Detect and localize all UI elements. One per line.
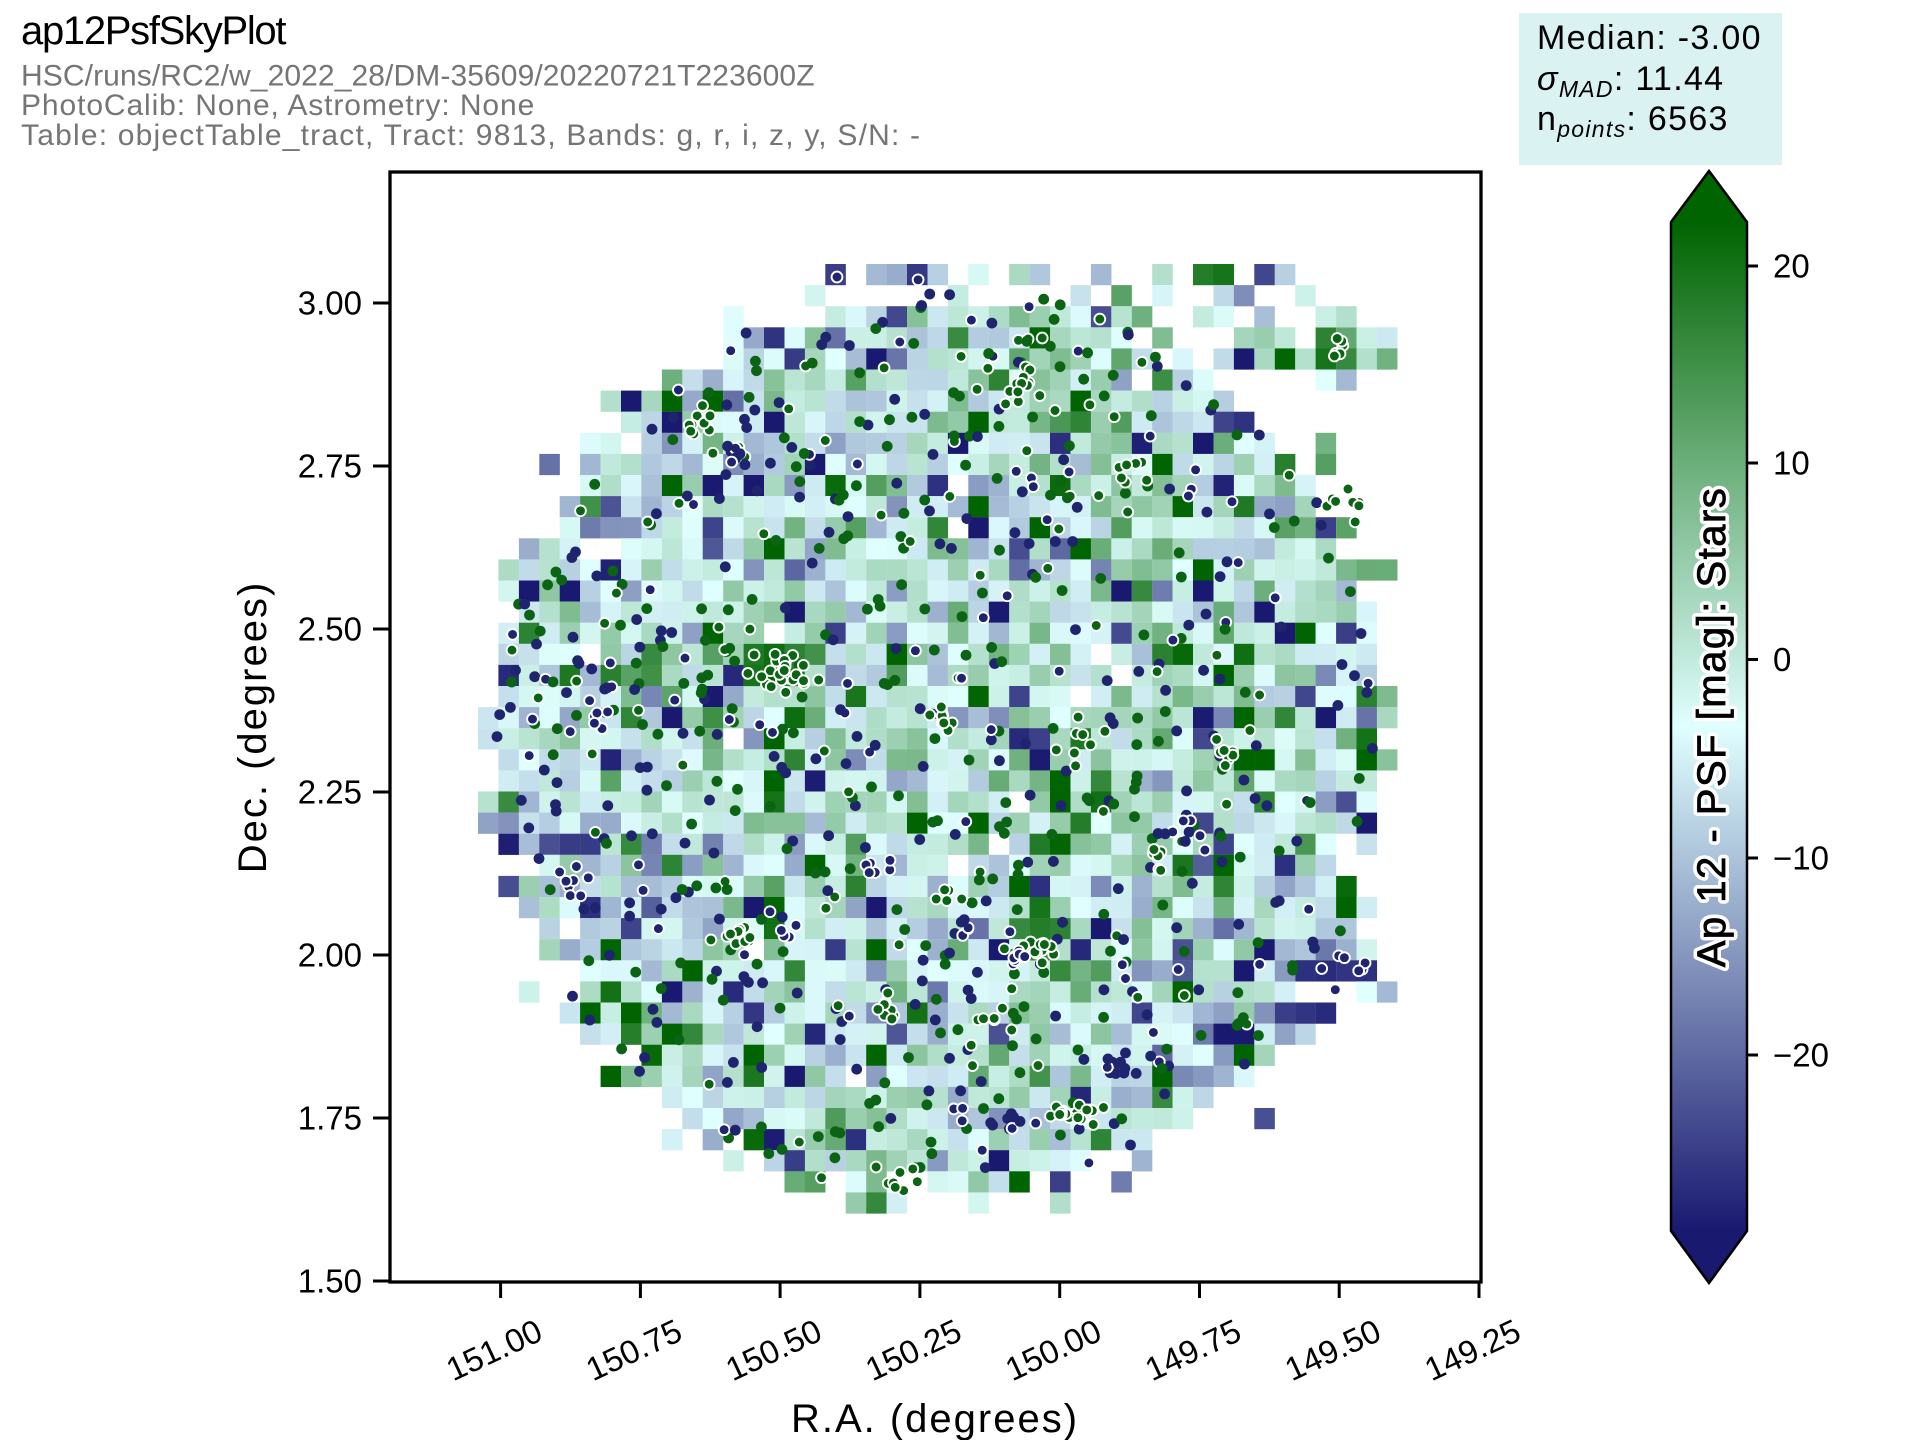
svg-text:1.75: 1.75 xyxy=(298,1100,362,1137)
svg-text:Dec. (degrees): Dec. (degrees) xyxy=(231,581,275,874)
svg-text:ap12PsfSkyPlot: ap12PsfSkyPlot xyxy=(21,9,286,53)
svg-text:1.50: 1.50 xyxy=(298,1263,362,1300)
svg-text:20: 20 xyxy=(1773,248,1810,285)
svg-text:2.50: 2.50 xyxy=(298,611,362,648)
svg-text:Ap 12 - PSF [mag]: Stars: Ap 12 - PSF [mag]: Stars xyxy=(1690,487,1734,968)
svg-text:3.00: 3.00 xyxy=(298,285,362,322)
svg-text:10: 10 xyxy=(1773,445,1810,482)
svg-text:PhotoCalib: None, Astrometry:: PhotoCalib: None, Astrometry: None xyxy=(21,89,535,122)
svg-text:2.75: 2.75 xyxy=(298,448,362,485)
svg-text:2.25: 2.25 xyxy=(298,774,362,811)
svg-text:Median: -3.00: Median: -3.00 xyxy=(1537,19,1762,57)
svg-text:Table: objectTable_tract, Trac: Table: objectTable_tract, Tract: 9813, B… xyxy=(21,119,921,152)
svg-text:npoints: 6563: npoints: 6563 xyxy=(1537,100,1729,142)
svg-text:R.A. (degrees): R.A. (degrees) xyxy=(791,1397,1079,1440)
svg-text:Ap 12 - PSF [mag]: Stars: Ap 12 - PSF [mag]: Stars xyxy=(1690,487,1734,968)
svg-text:0: 0 xyxy=(1773,641,1791,678)
svg-text:σMAD: 11.44: σMAD: 11.44 xyxy=(1537,60,1724,102)
svg-text:HSC/runs/RC2/w_2022_28/DM-3560: HSC/runs/RC2/w_2022_28/DM-35609/20220721… xyxy=(21,60,815,93)
svg-text:−20: −20 xyxy=(1773,1037,1829,1074)
svg-text:2.00: 2.00 xyxy=(298,937,362,974)
svg-text:−10: −10 xyxy=(1773,840,1829,877)
